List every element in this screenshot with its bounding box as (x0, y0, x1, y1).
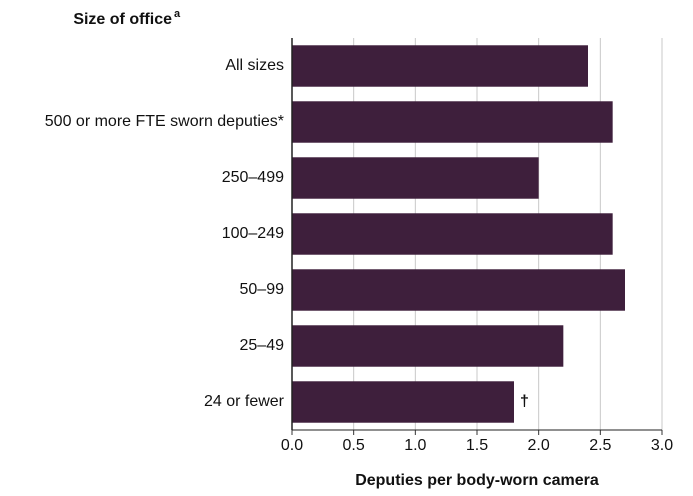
x-tick-label: 1.5 (466, 437, 488, 454)
x-tick-label: 0.0 (281, 437, 303, 454)
y-tick-label: 100–249 (222, 225, 284, 242)
y-tick-label: All sizes (225, 57, 284, 74)
x-tick-label: 3.0 (651, 437, 673, 454)
chart-title: Size of office (73, 11, 172, 28)
x-tick-label: 0.5 (343, 437, 365, 454)
bar (292, 45, 588, 87)
x-tick-label: 2.5 (589, 437, 611, 454)
x-axis-label: Deputies per body-worn camera (355, 472, 599, 489)
x-tick-label: 2.0 (528, 437, 550, 454)
bar (292, 381, 514, 423)
y-tick-label: 24 or fewer (204, 393, 285, 410)
bar (292, 269, 625, 311)
x-tick-label: 1.0 (404, 437, 426, 454)
bar (292, 157, 539, 199)
y-tick-label: 250–499 (222, 169, 284, 186)
bar (292, 213, 613, 255)
y-tick-label: 50–99 (240, 281, 285, 298)
annotation: † (520, 393, 529, 410)
bar (292, 101, 613, 143)
y-tick-label: 25–49 (240, 337, 285, 354)
bar (292, 325, 564, 367)
y-tick-label: 500 or more FTE sworn deputies* (45, 113, 284, 130)
title-superscript: a (174, 8, 181, 20)
